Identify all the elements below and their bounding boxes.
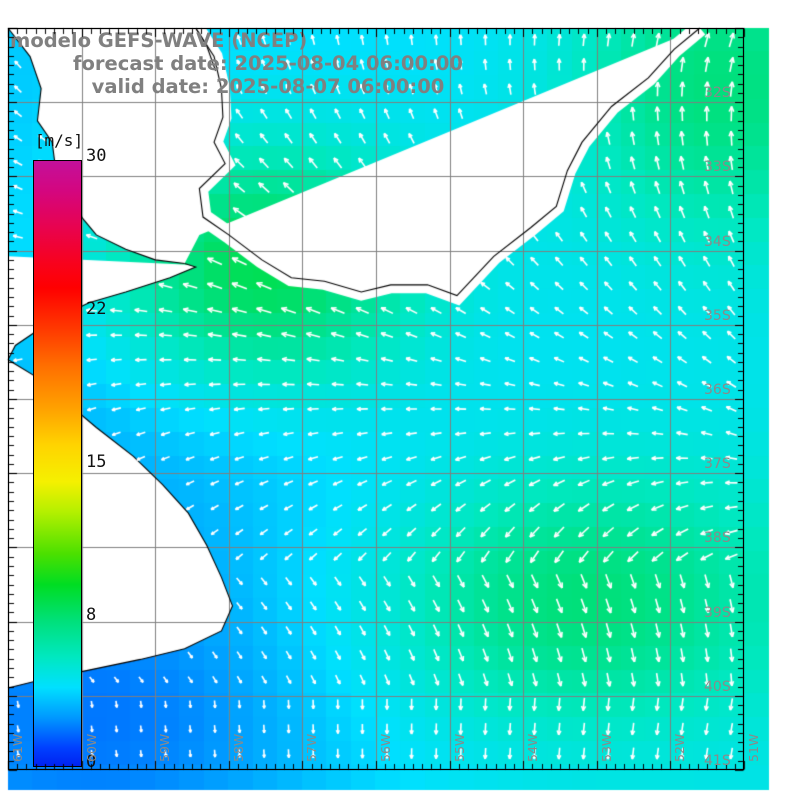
x-tick-label-57w: 57W (304, 733, 320, 762)
colorbar-tick-22: 22 (86, 299, 107, 319)
y-tick-label-33s: 33S (704, 159, 731, 176)
colorbar-gradient (33, 160, 82, 767)
chart-title-block: modelo GEFS-WAVE (NCEP) forecast date: 2… (8, 29, 528, 98)
title-line-model: modelo GEFS-WAVE (NCEP) (10, 29, 308, 52)
colorbar-tick-15: 15 (86, 452, 107, 472)
x-tick-label-60w: 60W (83, 733, 99, 762)
x-tick-label-53w: 53W (598, 733, 614, 762)
y-tick-label-40s: 40S (704, 678, 731, 695)
y-tick-label-34s: 34S (704, 233, 731, 250)
colorbar (33, 160, 82, 767)
x-tick-label-58w: 58W (230, 733, 246, 762)
y-tick-label-32s: 32S (704, 85, 731, 102)
x-tick-label-59w: 59W (157, 733, 173, 762)
title-line-forecast-date: forecast date: 2025-08-04 06:00:00 (73, 52, 463, 75)
x-tick-label-52w: 52W (672, 733, 688, 762)
y-tick-label-41s: 41S (704, 753, 731, 769)
y-tick-label-38s: 38S (704, 530, 731, 547)
x-tick-label-56w: 56W (378, 733, 393, 762)
colorbar-tick-8: 8 (86, 605, 97, 625)
x-tick-label-51w: 51W (746, 733, 761, 762)
y-tick-label-35s: 35S (704, 307, 731, 324)
y-tick-label-36s: 36S (704, 382, 731, 398)
x-tick-label-55w: 55W (451, 733, 467, 762)
y-tick-label-37s: 37S (704, 456, 731, 473)
x-tick-label-54w: 54W (525, 733, 541, 762)
colorbar-tick-30: 30 (86, 146, 107, 166)
title-line-valid-date: valid date: 2025-08-07 06:00:00 (91, 75, 445, 98)
x-tick-label-61w: 61W (10, 733, 25, 762)
y-tick-label-39s: 39S (704, 604, 731, 621)
